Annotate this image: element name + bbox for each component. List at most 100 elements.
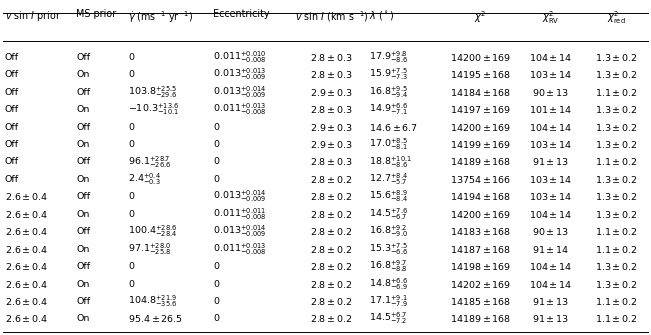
Text: $1.3 \pm 0.2$: $1.3 \pm 0.2$ <box>595 191 638 202</box>
Text: Off: Off <box>76 157 90 166</box>
Text: $0.011^{+0.011}_{-0.008}$: $0.011^{+0.011}_{-0.008}$ <box>213 207 266 222</box>
Text: $17.9^{+9.8}_{-8.6}$: $17.9^{+9.8}_{-8.6}$ <box>369 50 408 65</box>
Text: $14184 \pm 168$: $14184 \pm 168$ <box>450 87 511 98</box>
Text: 0: 0 <box>213 262 219 271</box>
Text: $2.6 \pm 0.4$: $2.6 \pm 0.4$ <box>5 209 48 220</box>
Text: $103 \pm 14$: $103 \pm 14$ <box>529 69 572 80</box>
Text: $14.5^{+7.6}_{-6.7}$: $14.5^{+7.6}_{-6.7}$ <box>369 207 408 222</box>
Text: 0: 0 <box>213 315 219 323</box>
Text: 0: 0 <box>128 279 134 288</box>
Text: $1.3 \pm 0.2$: $1.3 \pm 0.2$ <box>595 261 638 272</box>
Text: $14202 \pm 169$: $14202 \pm 169$ <box>450 278 511 289</box>
Text: $14199 \pm 169$: $14199 \pm 169$ <box>450 139 511 150</box>
Text: Off: Off <box>76 123 90 132</box>
Text: $\dot{\gamma}$ (ms$^{-1}$ yr$^{-1}$): $\dot{\gamma}$ (ms$^{-1}$ yr$^{-1}$) <box>128 9 193 25</box>
Text: $1.3 \pm 0.2$: $1.3 \pm 0.2$ <box>595 209 638 220</box>
Text: 0: 0 <box>213 279 219 288</box>
Text: 0: 0 <box>213 297 219 306</box>
Text: $2.4^{+0.4}_{-0.3}$: $2.4^{+0.4}_{-0.3}$ <box>128 172 161 187</box>
Text: 0: 0 <box>213 123 219 132</box>
Text: $104 \pm 14$: $104 \pm 14$ <box>529 52 572 63</box>
Text: Off: Off <box>5 70 19 79</box>
Text: $14197 \pm 169$: $14197 \pm 169$ <box>450 104 511 115</box>
Text: $2.8 \pm 0.2$: $2.8 \pm 0.2$ <box>311 209 352 220</box>
Text: $0.011^{+0.013}_{-0.008}$: $0.011^{+0.013}_{-0.008}$ <box>213 242 266 257</box>
Text: $14194 \pm 168$: $14194 \pm 168$ <box>450 191 511 202</box>
Text: $15.3^{+7.5}_{-6.6}$: $15.3^{+7.5}_{-6.6}$ <box>369 242 408 257</box>
Text: 0: 0 <box>128 262 134 271</box>
Text: $2.6 \pm 0.4$: $2.6 \pm 0.4$ <box>5 278 48 289</box>
Text: On: On <box>76 140 90 149</box>
Text: $0.013^{+0.014}_{-0.009}$: $0.013^{+0.014}_{-0.009}$ <box>213 84 266 100</box>
Text: $\chi^2_{\rm RV}$: $\chi^2_{\rm RV}$ <box>542 9 559 26</box>
Text: $\chi^2_{\rm red}$: $\chi^2_{\rm red}$ <box>607 9 626 26</box>
Text: $14189 \pm 168$: $14189 \pm 168$ <box>450 156 511 168</box>
Text: $1.3 \pm 0.2$: $1.3 \pm 0.2$ <box>595 69 638 80</box>
Text: $103 \pm 14$: $103 \pm 14$ <box>529 191 572 202</box>
Text: $2.6 \pm 0.4$: $2.6 \pm 0.4$ <box>5 226 48 237</box>
Text: Off: Off <box>5 53 19 62</box>
Text: $2.8 \pm 0.2$: $2.8 \pm 0.2$ <box>311 261 352 272</box>
Text: $103.8^{+25.5}_{-29.6}$: $103.8^{+25.5}_{-29.6}$ <box>128 84 178 100</box>
Text: $0.013^{+0.014}_{-0.009}$: $0.013^{+0.014}_{-0.009}$ <box>213 224 266 239</box>
Text: $14200 \pm 169$: $14200 \pm 169$ <box>450 209 511 220</box>
Text: $v$ sin $I$ prior: $v$ sin $I$ prior <box>5 9 61 23</box>
Text: $91 \pm 13$: $91 \pm 13$ <box>532 156 570 168</box>
Text: Off: Off <box>76 297 90 306</box>
Text: $101 \pm 14$: $101 \pm 14$ <box>529 104 572 115</box>
Text: $14.9^{+6.6}_{-7.1}$: $14.9^{+6.6}_{-7.1}$ <box>369 102 408 117</box>
Text: $2.6 \pm 0.4$: $2.6 \pm 0.4$ <box>5 261 48 272</box>
Text: $1.3 \pm 0.2$: $1.3 \pm 0.2$ <box>595 122 638 133</box>
Text: Off: Off <box>76 192 90 201</box>
Text: Off: Off <box>5 88 19 97</box>
Text: 0: 0 <box>128 192 134 201</box>
Text: Off: Off <box>76 262 90 271</box>
Text: $1.3 \pm 0.2$: $1.3 \pm 0.2$ <box>595 52 638 63</box>
Text: $2.6 \pm 0.4$: $2.6 \pm 0.4$ <box>5 314 48 324</box>
Text: $16.8^{+9.2}_{-9.0}$: $16.8^{+9.2}_{-9.0}$ <box>369 224 408 239</box>
Text: $14200 \pm 169$: $14200 \pm 169$ <box>450 52 511 63</box>
Text: $12.7^{+8.4}_{-5.7}$: $12.7^{+8.4}_{-5.7}$ <box>369 172 408 187</box>
Text: $103 \pm 14$: $103 \pm 14$ <box>529 174 572 185</box>
Text: $13754 \pm 166$: $13754 \pm 166$ <box>450 174 511 185</box>
Text: $97.1^{+28.0}_{-25.8}$: $97.1^{+28.0}_{-25.8}$ <box>128 242 171 257</box>
Text: $1.3 \pm 0.2$: $1.3 \pm 0.2$ <box>595 104 638 115</box>
Text: $104 \pm 14$: $104 \pm 14$ <box>529 122 572 133</box>
Text: $17.1^{+9.1}_{-7.9}$: $17.1^{+9.1}_{-7.9}$ <box>369 294 408 309</box>
Text: $v$ sin $I$ (km s$^{-1}$): $v$ sin $I$ (km s$^{-1}$) <box>295 9 368 24</box>
Text: $0.013^{+0.013}_{-0.009}$: $0.013^{+0.013}_{-0.009}$ <box>213 67 266 82</box>
Text: $14183 \pm 168$: $14183 \pm 168$ <box>450 226 511 237</box>
Text: $17.0^{+8.5}_{-8.1}$: $17.0^{+8.5}_{-8.1}$ <box>369 137 408 152</box>
Text: $14200 \pm 169$: $14200 \pm 169$ <box>450 122 511 133</box>
Text: On: On <box>76 175 90 184</box>
Text: $104 \pm 14$: $104 \pm 14$ <box>529 209 572 220</box>
Text: $2.8 \pm 0.2$: $2.8 \pm 0.2$ <box>311 191 352 202</box>
Text: $104 \pm 14$: $104 \pm 14$ <box>529 261 572 272</box>
Text: 0: 0 <box>128 70 134 79</box>
Text: 0: 0 <box>213 140 219 149</box>
Text: $2.8 \pm 0.2$: $2.8 \pm 0.2$ <box>311 244 352 255</box>
Text: 0: 0 <box>128 53 134 62</box>
Text: On: On <box>76 70 90 79</box>
Text: $91 \pm 14$: $91 \pm 14$ <box>532 244 570 255</box>
Text: $2.8 \pm 0.3$: $2.8 \pm 0.3$ <box>310 52 353 63</box>
Text: $90 \pm 13$: $90 \pm 13$ <box>532 226 570 237</box>
Text: $2.6 \pm 0.4$: $2.6 \pm 0.4$ <box>5 244 48 255</box>
Text: $14195 \pm 168$: $14195 \pm 168$ <box>450 69 511 80</box>
Text: $96.1^{+28.7}_{-26.6}$: $96.1^{+28.7}_{-26.6}$ <box>128 154 171 170</box>
Text: $16.8^{+9.7}_{-8.8}$: $16.8^{+9.7}_{-8.8}$ <box>369 259 408 274</box>
Text: On: On <box>76 105 90 114</box>
Text: $1.1 \pm 0.2$: $1.1 \pm 0.2$ <box>595 156 638 168</box>
Text: $-10.3^{+13.6}_{-10.1}$: $-10.3^{+13.6}_{-10.1}$ <box>128 102 180 117</box>
Text: Off: Off <box>76 53 90 62</box>
Text: $2.9 \pm 0.3$: $2.9 \pm 0.3$ <box>310 139 353 150</box>
Text: MS prior: MS prior <box>76 9 117 19</box>
Text: $16.8^{+9.5}_{-9.4}$: $16.8^{+9.5}_{-9.4}$ <box>369 84 408 100</box>
Text: $1.1 \pm 0.2$: $1.1 \pm 0.2$ <box>595 226 638 237</box>
Text: Off: Off <box>76 88 90 97</box>
Text: $14.8^{+6.6}_{-6.9}$: $14.8^{+6.6}_{-6.9}$ <box>369 276 408 292</box>
Text: On: On <box>76 245 90 254</box>
Text: $104 \pm 14$: $104 \pm 14$ <box>529 278 572 289</box>
Text: $1.1 \pm 0.2$: $1.1 \pm 0.2$ <box>595 244 638 255</box>
Text: $\chi^2$: $\chi^2$ <box>475 9 486 25</box>
